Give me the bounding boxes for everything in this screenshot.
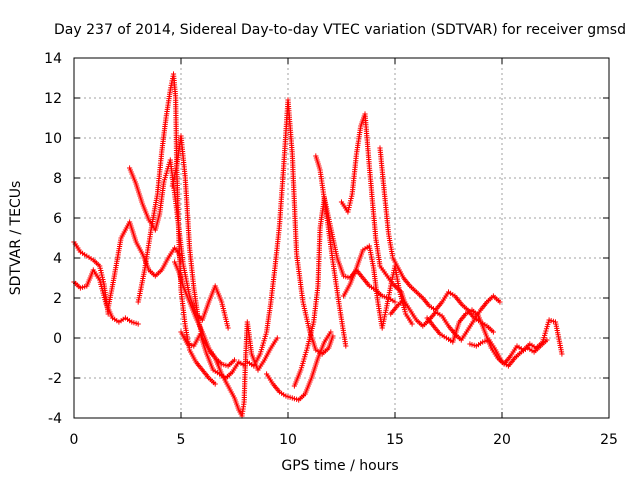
series-markers (341, 243, 415, 331)
series-markers (467, 337, 550, 369)
series-markers (178, 329, 248, 381)
x-tick-label: 20 (493, 432, 511, 448)
x-tick-label: 0 (70, 432, 79, 448)
y-tick-label: 10 (44, 131, 62, 147)
x-axis-title: GPS time / hours (281, 458, 398, 474)
series-sat-n (341, 243, 415, 331)
x-tick-label: 25 (600, 432, 618, 448)
series-markers (313, 153, 349, 349)
series-markers (105, 219, 184, 311)
series-markers (244, 97, 336, 369)
y-tick-label: 12 (44, 91, 62, 107)
series-sat-l (313, 153, 349, 349)
y-axis-title: SDTVAR / TECUs (8, 181, 24, 296)
series-sat-j (264, 329, 334, 403)
y-tick-label: 2 (53, 291, 62, 307)
plot-frame (73, 57, 610, 419)
x-tick-label: 5 (177, 432, 186, 448)
grid-lines (74, 58, 609, 418)
series-line (107, 220, 182, 309)
y-tick-label: 4 (53, 251, 62, 267)
series-sat-q (424, 307, 565, 367)
series-sat-m (338, 111, 409, 309)
axis-ticks: 0 5 10 15 20 25 -4 -2 0 2 4 6 8 10 12 14 (44, 51, 618, 448)
y-tick-label: -4 (48, 411, 62, 427)
y-tick-label: 0 (53, 331, 62, 347)
x-tick-label: 10 (279, 432, 297, 448)
x-tick-label: 15 (386, 432, 404, 448)
series-sat-h (178, 329, 248, 381)
y-tick-label: 6 (53, 211, 62, 227)
chart-title: Day 237 of 2014, Sidereal Day-to-day VTE… (54, 22, 626, 38)
series-sat-i (244, 97, 336, 369)
series-markers (264, 329, 334, 403)
series-sat-r (467, 337, 550, 369)
y-tick-label: 14 (44, 51, 62, 67)
data-series (71, 71, 565, 419)
series-sat-g (172, 259, 280, 419)
series-sat-c (105, 219, 184, 311)
series-markers (424, 307, 565, 367)
series-markers (172, 259, 280, 419)
series-markers (338, 111, 409, 309)
y-tick-label: -2 (48, 371, 62, 387)
y-tick-label: 8 (53, 171, 62, 187)
